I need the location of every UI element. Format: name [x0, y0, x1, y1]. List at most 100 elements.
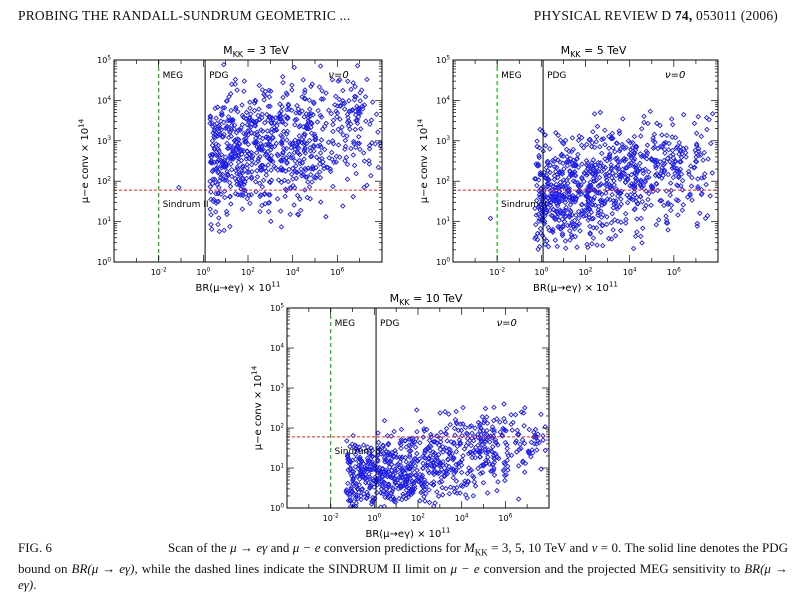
scatter-point	[398, 445, 404, 452]
figure-label: FIG. 6	[18, 540, 52, 555]
scatter-point	[665, 147, 672, 153]
scatter-point	[549, 190, 556, 197]
scatter-point	[611, 178, 617, 184]
x-tick-label: 102	[579, 267, 593, 277]
scatter-point	[294, 192, 301, 199]
scatter-point	[637, 160, 643, 167]
scatter-point	[491, 472, 498, 478]
scatter-point	[253, 150, 260, 156]
scatter-point	[375, 164, 382, 171]
scatter-point	[249, 153, 256, 160]
scatter-point	[612, 155, 619, 162]
scatter-point	[469, 430, 475, 437]
scatter-point	[392, 447, 398, 454]
scatter-point	[348, 484, 355, 491]
scatter-point	[287, 184, 293, 191]
scatter-point	[342, 137, 349, 144]
scatter-point	[289, 87, 295, 93]
scatter-point	[570, 146, 577, 153]
scatter-point	[668, 207, 674, 214]
scatter-point	[425, 459, 431, 466]
scatter-point	[484, 427, 490, 434]
scatter-point	[478, 439, 485, 445]
scatter-point	[292, 137, 298, 143]
scatter-point	[232, 81, 238, 87]
scatter-point	[351, 93, 358, 100]
scatter-point	[608, 236, 615, 242]
scatter-point	[268, 218, 274, 225]
scatter-point	[577, 183, 583, 190]
scatter-point	[330, 128, 336, 135]
scatter-point	[589, 139, 596, 146]
scatter-point	[271, 120, 277, 126]
scatter-point	[593, 164, 600, 171]
scatter-point	[421, 493, 427, 500]
scatter-point	[342, 158, 348, 164]
scatter-point	[475, 431, 481, 438]
scatter-point	[599, 202, 605, 208]
scatter-point	[296, 109, 302, 116]
scatter-point	[276, 110, 283, 116]
scatter-point	[350, 138, 357, 145]
scatter-point	[279, 118, 285, 124]
scatter-point	[561, 195, 567, 201]
scatter-point	[208, 189, 214, 195]
scatter-point	[607, 196, 613, 203]
scatter-point	[395, 486, 402, 492]
scatter-point	[223, 124, 230, 131]
scatter-point	[654, 187, 661, 194]
scatter-point	[375, 129, 381, 135]
scatter-point	[554, 243, 561, 250]
scatter-point	[345, 497, 352, 504]
scatter-point	[569, 221, 576, 227]
scatter-point	[207, 120, 213, 127]
scatter-point	[317, 174, 324, 181]
scatter-point	[537, 171, 543, 178]
scatter-point	[224, 145, 231, 152]
sindrum-label: Sindrum II	[501, 200, 547, 210]
scatter-point	[631, 133, 638, 140]
scatter-point	[283, 187, 290, 194]
scatter-point	[709, 110, 716, 117]
scatter-point	[659, 132, 665, 138]
scatter-point	[547, 202, 554, 209]
scatter-point	[676, 139, 682, 146]
scatter-point	[482, 405, 489, 412]
nu-annotation: ν=0	[328, 70, 348, 81]
scatter-point	[309, 81, 315, 87]
scatter-point	[589, 201, 596, 208]
scatter-point	[419, 480, 426, 486]
scatter-point	[330, 117, 337, 123]
scatter-point	[447, 421, 454, 428]
scatter-point	[647, 108, 654, 115]
scatter-point	[353, 117, 360, 124]
scatter-point	[570, 157, 576, 164]
scatter-point	[358, 496, 364, 503]
scatter-point	[623, 216, 629, 223]
scatter-point	[567, 202, 574, 208]
scatter-point	[450, 456, 456, 463]
scatter-point	[427, 447, 433, 454]
scatter-point	[468, 442, 474, 449]
scatter-point	[211, 159, 218, 166]
scatter-point	[532, 221, 539, 228]
scatter-point	[288, 171, 295, 177]
scatter-point	[567, 207, 573, 213]
scatter-point	[402, 454, 409, 461]
scatter-point	[309, 120, 315, 127]
scatter-point	[586, 137, 592, 143]
scatter-point	[596, 219, 603, 226]
scatter-point	[287, 140, 294, 147]
scatter-point	[318, 144, 324, 151]
scatter-point	[651, 131, 658, 138]
scatter-point	[271, 127, 277, 134]
scatter-point	[251, 100, 258, 106]
scatter-point	[392, 480, 398, 486]
scatter-point	[540, 437, 546, 443]
scatter-point	[487, 439, 493, 445]
scatter-point	[477, 425, 484, 431]
scatter-point	[678, 148, 685, 154]
scatter-point	[514, 427, 521, 434]
scatter-point	[443, 462, 450, 469]
scatter-point	[262, 200, 269, 207]
